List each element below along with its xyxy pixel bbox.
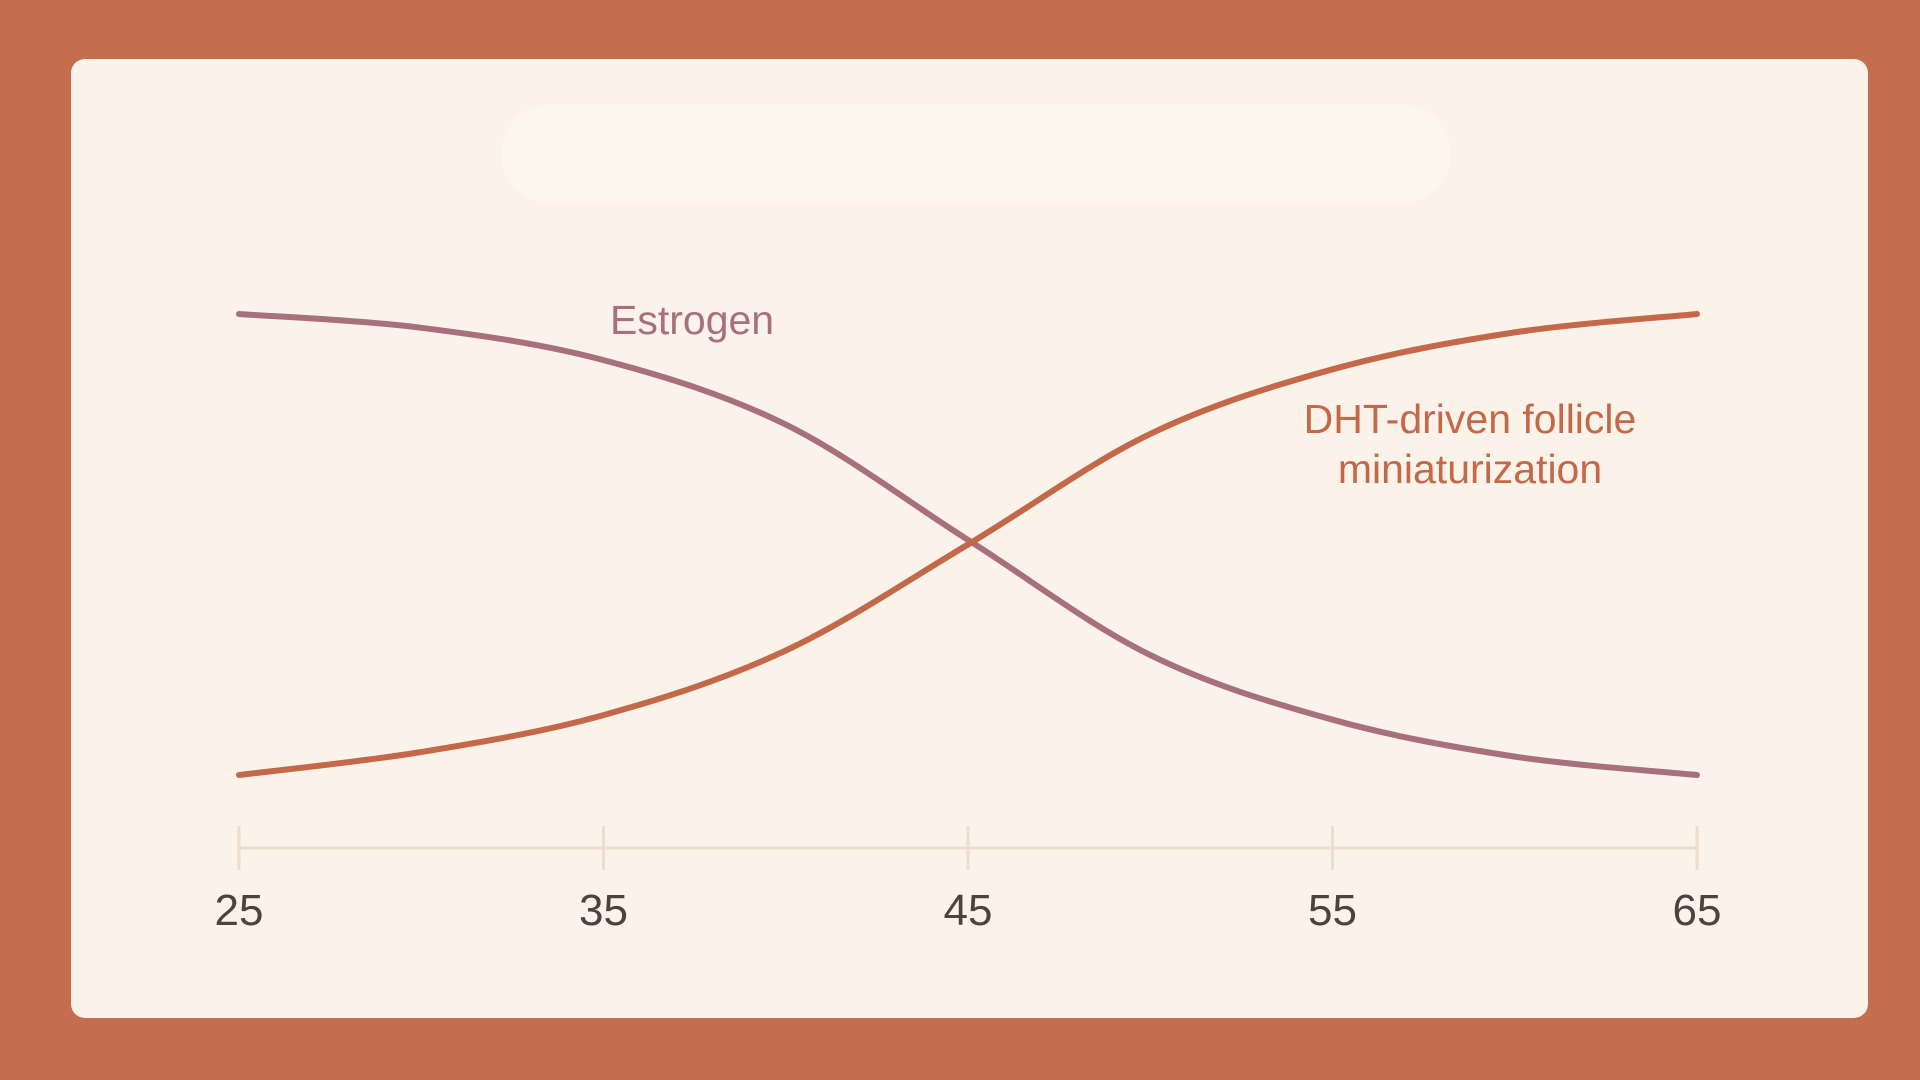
label-layer: Estrogen DHT-driven follicle miniaturizati… (610, 297, 1636, 492)
x-tick-label: 35 (579, 886, 628, 935)
chart-card: 25 35 45 55 65 Estrogen DHT-driven follicle mi… (71, 59, 1868, 1018)
series-label-estrogen: Estrogen (610, 297, 774, 343)
x-tick-label: 45 (944, 886, 993, 935)
series-line-dht-driven-follicle-miniaturization (236, 311, 1700, 778)
series-line-estrogen (236, 311, 1700, 778)
x-tick-label: 65 (1673, 886, 1722, 935)
x-axis: 25 35 45 55 65 (215, 826, 1722, 935)
x-tick-label: 55 (1308, 886, 1357, 935)
series-label-line: DHT-driven follicle (1304, 396, 1637, 442)
series-label-line: miniaturization (1338, 446, 1602, 492)
title-placeholder (501, 104, 1451, 204)
x-tick-label: 25 (215, 886, 264, 935)
line-chart: 25 35 45 55 65 Estrogen DHT-driven follicle mi… (215, 297, 1722, 935)
series-label-dht: DHT-driven follicle miniaturization (1304, 396, 1637, 492)
series-layer (236, 311, 1700, 778)
